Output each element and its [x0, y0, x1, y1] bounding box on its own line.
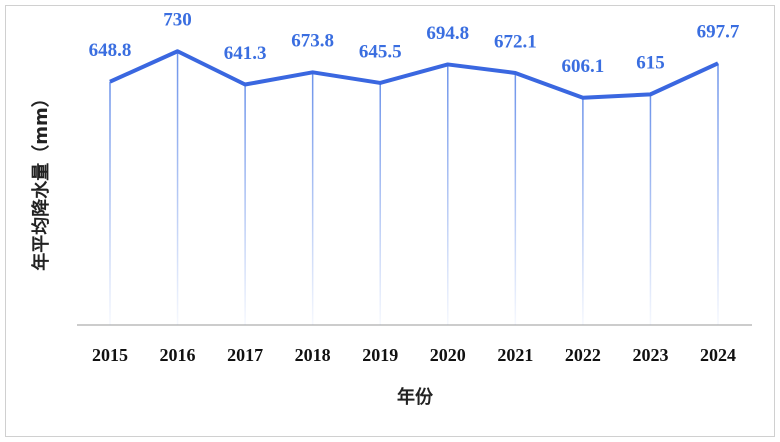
- drop-line: [649, 94, 652, 325]
- x-tick-label: 2023: [632, 345, 668, 365]
- y-axis-title: 年平均降水量（mm）: [30, 89, 52, 271]
- drop-line: [582, 97, 584, 326]
- drop-line: [447, 64, 449, 325]
- drop-line: [244, 84, 246, 325]
- x-tick-label: 2016: [160, 345, 196, 365]
- value-label: 730: [163, 10, 192, 31]
- x-axis-title: 年份: [397, 386, 434, 408]
- value-label: 672.1: [494, 31, 537, 52]
- value-label: 645.5: [359, 41, 402, 62]
- value-label: 641.3: [224, 43, 267, 64]
- value-label: 694.8: [426, 23, 469, 44]
- frame: [5, 5, 775, 437]
- value-label: 615: [636, 53, 665, 74]
- drop-line: [717, 63, 719, 326]
- x-tick-label: 2022: [565, 345, 601, 365]
- x-tick-label: 2015: [92, 345, 128, 365]
- x-tick-label: 2020: [430, 345, 466, 365]
- value-label: 606.1: [562, 56, 605, 77]
- x-tick-label: 2019: [362, 345, 398, 365]
- drop-line: [514, 72, 517, 326]
- x-tick-label: 2024: [700, 345, 736, 365]
- drop-line: [311, 72, 314, 325]
- x-tick-label: 2018: [295, 345, 331, 365]
- drop-line: [379, 82, 381, 325]
- value-label: 648.8: [89, 40, 132, 61]
- drop-line: [176, 51, 179, 325]
- drop-line: [109, 81, 111, 325]
- value-label: 697.7: [697, 22, 740, 43]
- value-label: 673.8: [291, 31, 334, 52]
- x-tick-label: 2021: [497, 345, 533, 365]
- line: [109, 49, 719, 100]
- x-tick-label: 2017: [227, 345, 263, 365]
